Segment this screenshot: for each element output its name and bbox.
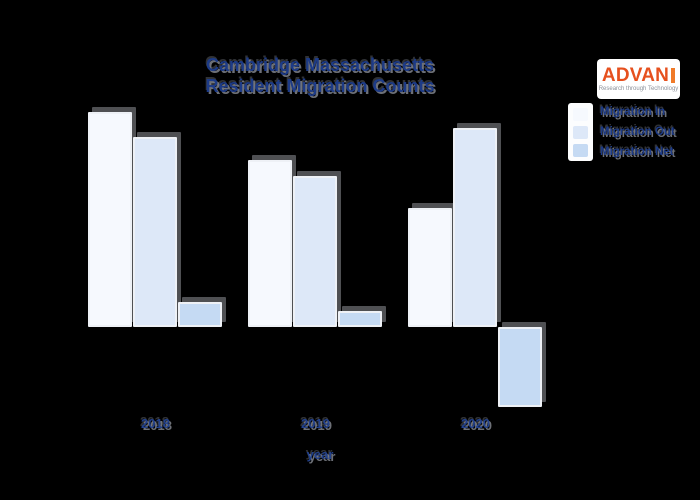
- legend-item-migration-net[interactable]: Migration Net: [600, 146, 674, 158]
- x-axis-title: year: [306, 447, 334, 462]
- legend-item-migration-in[interactable]: Migration In: [600, 106, 666, 118]
- advan-logo: ADVAN Research through Technology: [597, 59, 680, 99]
- x-tick-2019: 2019: [301, 416, 330, 431]
- bar-migration-net-2019[interactable]: [338, 311, 382, 327]
- legend: Migration In Migration Out Migration Net: [600, 102, 675, 162]
- advan-logo-text: ADVAN: [601, 64, 670, 86]
- bar-migration-in-2019[interactable]: [248, 160, 292, 327]
- legend-item-migration-out[interactable]: Migration Out: [600, 126, 675, 138]
- legend-swatch-migration-out[interactable]: [573, 126, 588, 139]
- legend-swatch-column: [568, 103, 593, 161]
- bar-migration-in-2020[interactable]: [408, 208, 452, 327]
- legend-swatch-migration-in[interactable]: [573, 108, 588, 121]
- legend-swatch-migration-net[interactable]: [573, 144, 588, 157]
- bar-migration-out-2018[interactable]: [133, 137, 177, 327]
- bar-migration-out-2019[interactable]: [293, 176, 337, 327]
- chart-title-line2: Resident Migration Counts: [205, 76, 435, 96]
- bar-migration-in-2018[interactable]: [88, 112, 132, 327]
- chart-title: Cambridge Massachusetts Resident Migrati…: [120, 55, 520, 97]
- advan-logo-row: ADVAN: [601, 64, 676, 86]
- bar-migration-out-2020[interactable]: [453, 128, 497, 327]
- chart-title-line1: Cambridge Massachusetts: [205, 55, 435, 75]
- advan-logo-accent: [671, 67, 676, 83]
- bar-migration-net-2018[interactable]: [178, 302, 222, 327]
- x-tick-2020: 2020: [461, 416, 490, 431]
- x-tick-2018: 2018: [141, 416, 170, 431]
- advan-logo-tagline: Research through Technology: [598, 85, 679, 92]
- bar-migration-net-2020[interactable]: [498, 327, 542, 407]
